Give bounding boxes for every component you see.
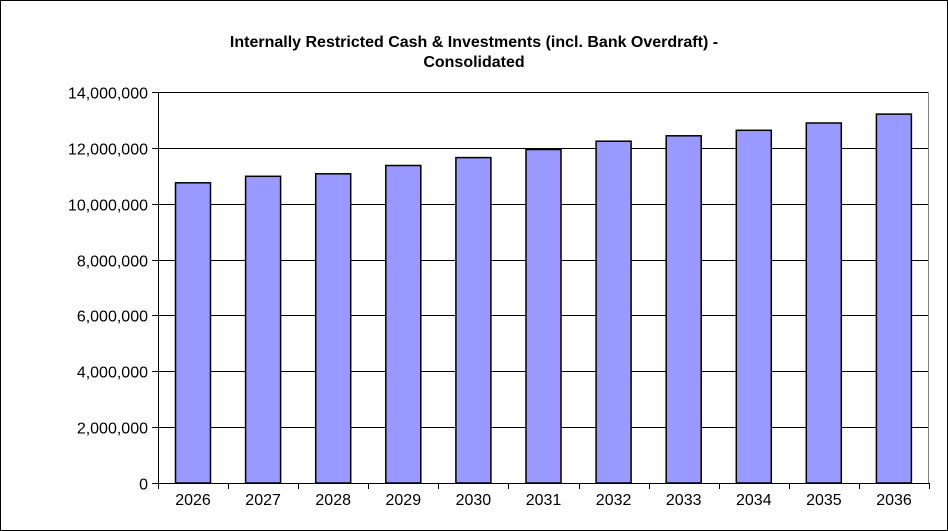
- x-tick-label: 2029: [386, 492, 422, 509]
- bar: [525, 148, 562, 484]
- y-tick-label: 6,000,000: [77, 309, 148, 326]
- y-tick-label: 2,000,000: [77, 421, 148, 438]
- x-tick-label: 2030: [456, 492, 492, 509]
- y-tick-label: 4,000,000: [77, 365, 148, 382]
- y-tick-label: 10,000,000: [68, 198, 148, 215]
- y-tick-label: 0: [139, 477, 148, 494]
- x-tick-label: 2028: [315, 492, 351, 509]
- bar: [735, 129, 773, 484]
- y-tick-label: 14,000,000: [68, 86, 148, 103]
- bar: [595, 140, 632, 484]
- x-tick-label: 2026: [175, 492, 211, 509]
- x-tick-label: 2034: [736, 492, 772, 509]
- x-tick-label: 2033: [666, 492, 702, 509]
- bar: [875, 113, 913, 484]
- chart-title-line-2: Consolidated: [423, 54, 525, 71]
- bar: [314, 173, 352, 484]
- x-tick-label: 2035: [806, 492, 842, 509]
- bar: [665, 135, 702, 484]
- bar: [244, 175, 282, 484]
- bar: [174, 182, 212, 484]
- y-tick-label: 12,000,000: [68, 142, 148, 159]
- chart-title: Internally Restricted Cash & Investments…: [1, 33, 947, 73]
- bar: [805, 122, 843, 484]
- x-tick-label: 2031: [526, 492, 562, 509]
- bar: [455, 156, 492, 484]
- bar: [385, 164, 422, 484]
- x-tick-label: 2027: [245, 492, 281, 509]
- x-tick-label: 2032: [596, 492, 632, 509]
- y-tick-label: 8,000,000: [77, 254, 148, 271]
- x-tick-label: 2036: [876, 492, 912, 509]
- chart-title-line-1: Internally Restricted Cash & Investments…: [229, 34, 719, 51]
